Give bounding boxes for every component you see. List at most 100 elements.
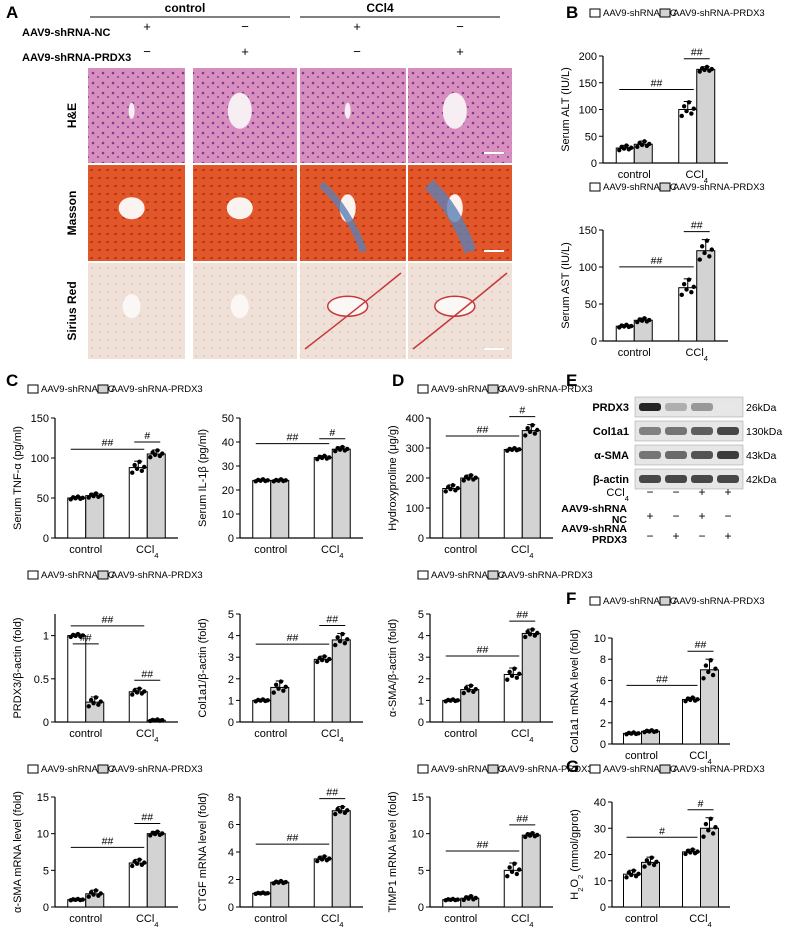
y-tick-label: 200 — [406, 473, 424, 485]
bar — [313, 658, 333, 723]
significance-marker: # — [519, 405, 525, 417]
data-point — [629, 145, 634, 150]
condition-sign: − — [672, 509, 679, 523]
data-point — [713, 825, 718, 830]
chart-timp1_mrna: 0 5 10 15 TIMP1 mRNA level (fold) control CCl4… — [387, 764, 593, 929]
data-point — [624, 875, 629, 880]
data-point — [265, 478, 270, 483]
data-point — [639, 142, 645, 148]
y-tick-label: 2 — [600, 718, 606, 730]
y-tick-label: 50 — [585, 299, 597, 311]
data-point — [461, 690, 466, 696]
bar — [442, 699, 462, 723]
legend-swatch-prdx3 — [659, 764, 671, 774]
bar — [460, 477, 480, 539]
legend-label-nc: AAV9-shRNA-NC — [431, 764, 505, 775]
y-tick-label: 40 — [222, 437, 234, 449]
significance-marker: ## — [102, 437, 114, 449]
legend-swatch-nc — [27, 384, 39, 394]
legend-label-nc: AAV9-shRNA-NC — [603, 182, 677, 193]
data-point — [160, 717, 165, 723]
condition-sign: + — [672, 529, 679, 543]
data-point — [505, 874, 510, 879]
y-tick-label: 2 — [228, 674, 234, 686]
legend-swatch-nc — [27, 570, 39, 580]
legend-swatch-nc — [27, 764, 39, 774]
y-tick-label: 0 — [418, 902, 424, 914]
data-point — [681, 281, 687, 287]
data-point — [88, 697, 94, 703]
data-point — [80, 633, 85, 638]
bar — [270, 881, 290, 908]
data-point — [98, 891, 103, 896]
legend-swatch-prdx3 — [659, 596, 671, 606]
data-point — [93, 888, 99, 893]
y-tick-label: 0 — [418, 533, 424, 545]
kda-label: 130kDa — [746, 426, 782, 438]
significance-marker: ## — [326, 787, 338, 799]
data-point — [473, 895, 478, 901]
data-point — [708, 816, 713, 821]
significance-marker: ## — [691, 220, 703, 232]
data-point — [532, 431, 538, 436]
significance-marker: # — [698, 798, 704, 810]
blot-band — [639, 475, 661, 483]
significance-marker: ## — [651, 77, 663, 89]
blot-band — [691, 475, 713, 483]
y-tick-label: 0 — [591, 158, 597, 170]
x-tick-label: CCl4 — [685, 169, 708, 185]
vessel — [227, 92, 252, 129]
x-tick-label: control — [618, 347, 651, 359]
y-axis-label: Col1a1 mRNA level (fold) — [569, 629, 581, 753]
data-point — [706, 828, 711, 833]
y-tick-label: 0 — [228, 533, 234, 545]
data-point — [278, 679, 284, 684]
data-point — [649, 855, 654, 860]
blot-band — [717, 427, 739, 435]
data-point — [654, 728, 659, 734]
y-tick-label: 3 — [418, 652, 424, 664]
bar — [128, 467, 148, 539]
data-point — [468, 894, 474, 899]
significance-marker: ## — [477, 424, 489, 436]
micrograph — [300, 68, 406, 163]
data-point — [455, 485, 460, 491]
data-point — [443, 489, 448, 494]
data-point — [455, 897, 460, 902]
significance-marker: # — [329, 427, 335, 439]
data-point — [704, 238, 710, 243]
x-tick-label: control — [618, 169, 651, 181]
bar — [521, 834, 541, 908]
y-tick-label: 150 — [31, 413, 49, 425]
legend-swatch-nc — [589, 596, 601, 606]
data-point — [319, 657, 325, 663]
chart-ctgf_mrna: 0 2 4 6 8 CTGF mRNA level (fold) control CCl4 ##… — [197, 787, 363, 929]
x-tick-label: CCl4 — [136, 544, 159, 560]
data-point — [621, 146, 627, 151]
bar — [146, 453, 166, 539]
x-tick-label: CCl4 — [321, 544, 344, 560]
y-tick-label: 20 — [222, 485, 234, 497]
data-point — [335, 635, 340, 640]
data-point — [703, 821, 709, 827]
data-point — [642, 864, 647, 869]
data-point — [139, 468, 145, 473]
kda-label: 43kDa — [746, 450, 777, 462]
condition-sign: + — [698, 509, 705, 523]
vessel — [344, 102, 351, 119]
y-tick-label: 150 — [579, 78, 597, 90]
y-tick-label: 10 — [594, 633, 606, 645]
legend-label-nc: AAV9-shRNA-NC — [41, 570, 115, 581]
legend-swatch-nc — [589, 8, 601, 18]
collagen-fiber — [304, 272, 402, 350]
data-point — [342, 640, 348, 646]
legend-label-prdx3: AAV9-shRNA-PRDX3 — [111, 384, 203, 395]
condition-sign: − — [646, 529, 653, 543]
data-point — [535, 832, 540, 838]
y-tick-label: 50 — [585, 131, 597, 143]
data-point — [629, 872, 634, 878]
data-point — [642, 316, 647, 321]
x-tick-label: CCl4 — [511, 728, 534, 744]
data-point — [333, 811, 338, 817]
